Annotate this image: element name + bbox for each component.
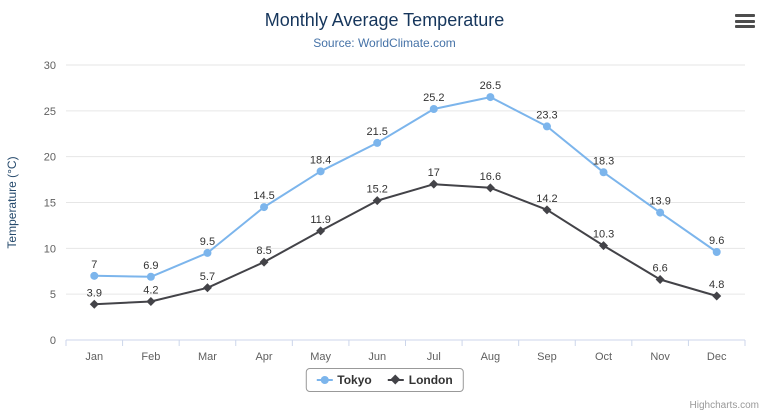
x-axis-label: Nov (650, 351, 670, 363)
y-axis-tick-label: 5 (50, 289, 56, 301)
data-label: 14.2 (536, 193, 557, 205)
point-tokyo[interactable] (90, 271, 99, 280)
data-label: 14.5 (253, 190, 274, 202)
data-label: 3.9 (87, 287, 102, 299)
y-axis-tick-label: 30 (44, 60, 56, 72)
data-label: 10.3 (593, 229, 614, 241)
x-axis-label: Aug (481, 351, 501, 363)
diamond-marker-icon (390, 374, 401, 385)
data-label: 4.8 (709, 279, 724, 291)
point-london[interactable] (372, 196, 382, 206)
data-label: 21.5 (366, 126, 387, 138)
point-london[interactable] (89, 299, 99, 309)
point-london[interactable] (316, 226, 326, 236)
data-label: 15.2 (366, 184, 387, 196)
chart-subtitle: Source: WorldClimate.com (313, 36, 456, 50)
point-tokyo[interactable] (542, 122, 551, 131)
y-axis-tick-label: 20 (44, 152, 56, 164)
hamburger-bar (735, 14, 755, 17)
data-label: 26.5 (480, 80, 501, 92)
point-london[interactable] (485, 183, 495, 193)
data-label: 9.6 (709, 235, 724, 247)
point-london[interactable] (429, 179, 439, 189)
point-tokyo[interactable] (373, 138, 382, 147)
legend-item-tokyo[interactable]: Tokyo (316, 373, 372, 387)
x-axis-label: May (310, 351, 331, 363)
series-line-tokyo (93, 96, 718, 278)
hamburger-bar (735, 25, 755, 28)
point-london[interactable] (146, 297, 156, 306)
data-label: 5.7 (200, 271, 215, 283)
y-axis-title: Temperature (°C) (5, 156, 19, 248)
point-london[interactable] (202, 283, 212, 293)
y-axis-tick-label: 15 (44, 198, 56, 210)
point-london[interactable] (542, 205, 552, 215)
x-axis-label: Jun (368, 351, 386, 363)
data-label: 13.9 (649, 196, 670, 208)
x-axis-label: Apr (255, 351, 272, 363)
legend: Tokyo London (305, 368, 464, 392)
data-label: 7 (91, 259, 97, 271)
data-label: 8.5 (256, 245, 271, 257)
credits-link[interactable]: Highcharts.com (689, 400, 759, 411)
data-label: 16.6 (480, 171, 501, 183)
data-label: 6.6 (652, 263, 667, 275)
point-tokyo[interactable] (260, 203, 269, 212)
point-tokyo[interactable] (146, 272, 155, 281)
x-axis-label: Jul (427, 351, 441, 363)
data-label: 4.2 (143, 285, 158, 297)
hamburger-menu-icon[interactable] (735, 14, 755, 28)
legend-label-tokyo: Tokyo (337, 373, 372, 387)
data-label: 18.3 (593, 155, 614, 167)
series-line-london (93, 183, 718, 306)
point-tokyo[interactable] (656, 208, 665, 217)
tokyo-series-marker-icon (316, 374, 333, 386)
legend-item-london[interactable]: London (387, 373, 453, 387)
circle-marker-icon (320, 376, 329, 384)
point-tokyo[interactable] (486, 93, 495, 102)
hamburger-bar (735, 19, 755, 23)
chart-title: Monthly Average Temperature (264, 10, 505, 30)
london-series-marker-icon (387, 374, 404, 386)
y-axis-tick-label: 25 (44, 106, 56, 118)
legend-label-london: London (408, 373, 453, 387)
data-label: 9.5 (200, 236, 215, 248)
data-label: 6.9 (143, 260, 158, 272)
data-label: 25.2 (423, 92, 444, 104)
point-london[interactable] (599, 241, 609, 251)
x-axis-label: Oct (595, 351, 612, 363)
data-label: 23.3 (536, 109, 557, 121)
x-axis-label: Mar (198, 351, 217, 363)
point-london[interactable] (712, 291, 722, 301)
data-label: 18.4 (310, 154, 331, 166)
data-label: 17 (428, 167, 440, 179)
x-axis-label: Jan (85, 351, 103, 363)
x-axis-label: Sep (537, 351, 557, 363)
point-london[interactable] (259, 257, 269, 267)
x-axis-label: Feb (141, 351, 160, 363)
point-tokyo[interactable] (316, 167, 325, 176)
point-tokyo[interactable] (599, 168, 608, 177)
y-axis-tick-label: 0 (50, 335, 56, 347)
data-label: 11.9 (310, 214, 331, 226)
y-axis-tick-label: 10 (44, 243, 56, 255)
point-london[interactable] (655, 275, 665, 284)
point-tokyo[interactable] (712, 248, 721, 256)
point-tokyo[interactable] (203, 248, 212, 257)
x-axis-label: Dec (707, 351, 727, 363)
point-tokyo[interactable] (429, 105, 438, 113)
